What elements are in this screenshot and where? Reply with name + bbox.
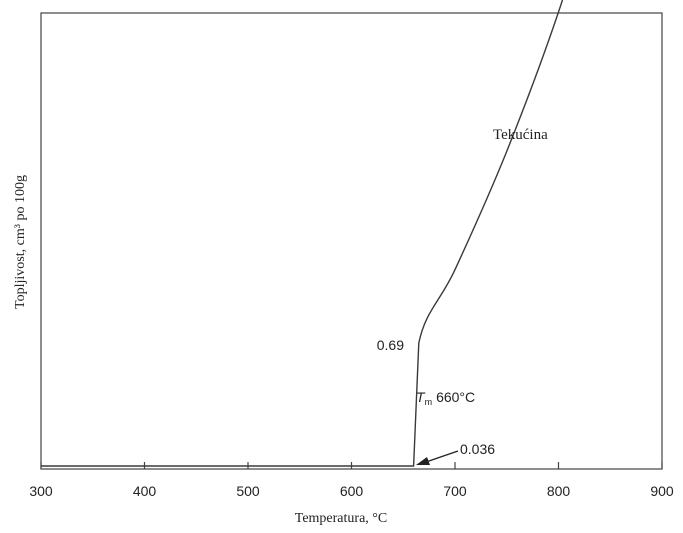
- x-tick-label-600: 600: [340, 483, 364, 499]
- x-tick-label-300: 300: [29, 483, 53, 499]
- solubility-curve-tekucina: [41, 0, 564, 467]
- x-tick-label-500: 500: [236, 483, 260, 499]
- x-axis-tick-labels: 300 400 500 600 700 800 900: [29, 483, 674, 499]
- annotation-arrowhead: [416, 457, 430, 465]
- melting-symbol: T: [416, 389, 426, 405]
- x-tick-label-400: 400: [133, 483, 157, 499]
- annotation-arrow-line: [425, 450, 459, 463]
- x-tick-label-900: 900: [650, 483, 674, 499]
- x-axis-label: Temperatura, °C: [295, 511, 387, 526]
- melting-subscript: m: [425, 397, 433, 407]
- x-tick-label-700: 700: [443, 483, 467, 499]
- melting-value: 660°C: [436, 389, 475, 405]
- value-label-069: 0.69: [377, 337, 404, 353]
- y-axis-label: Topljivost, cm³ po 100g: [13, 175, 28, 309]
- melting-point-label: Tm 660°C: [416, 389, 475, 407]
- value-label-0036: 0.036: [460, 441, 495, 457]
- liquid-label: Tekućina: [493, 127, 548, 143]
- x-tick-label-800: 800: [547, 483, 571, 499]
- plot-frame: [40, 12, 663, 470]
